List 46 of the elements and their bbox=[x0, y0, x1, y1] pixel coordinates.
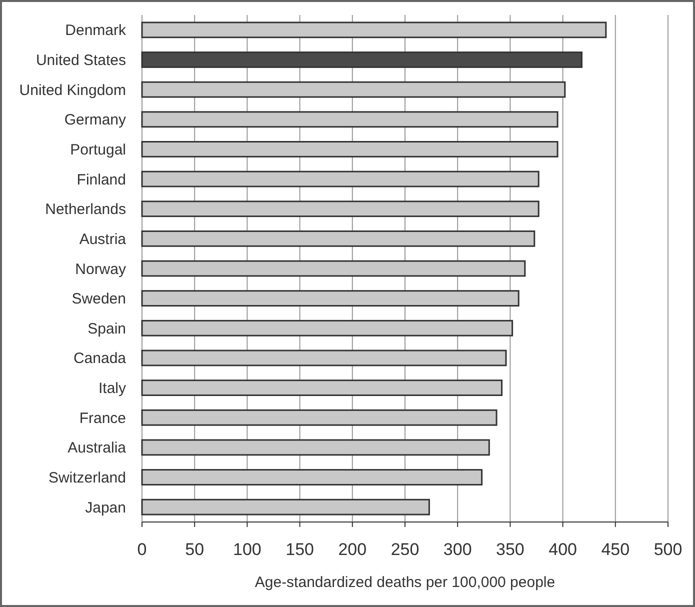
bar bbox=[141, 260, 526, 277]
y-tick-label: Switzerland bbox=[48, 470, 126, 487]
bar bbox=[141, 290, 520, 307]
y-tick-label: Spain bbox=[88, 320, 126, 338]
y-tick-label: United States bbox=[36, 52, 126, 69]
bar bbox=[141, 409, 498, 426]
x-tick-label: 500 bbox=[654, 540, 682, 559]
x-tick-label: 350 bbox=[496, 540, 524, 559]
y-tick-label: Portugal bbox=[70, 141, 126, 158]
x-tick-label: 300 bbox=[443, 540, 472, 559]
bar bbox=[141, 350, 507, 366]
x-tick-label: 250 bbox=[390, 540, 420, 559]
y-tick-label: Austria bbox=[79, 230, 127, 248]
y-tick-label: Germany bbox=[64, 112, 126, 129]
x-tick-label: 400 bbox=[548, 540, 577, 559]
x-tick-label: 50 bbox=[185, 540, 204, 559]
y-tick-label: France bbox=[79, 410, 126, 427]
bar bbox=[141, 81, 566, 98]
y-tick-label: Japan bbox=[85, 499, 126, 516]
bar bbox=[141, 111, 558, 128]
bar bbox=[141, 230, 536, 247]
x-tick-label: 450 bbox=[601, 540, 630, 559]
bar bbox=[141, 52, 582, 68]
x-tick-label: 150 bbox=[286, 540, 314, 559]
y-tick-label: United Kingdom bbox=[19, 82, 126, 99]
y-tick-label: Netherlands bbox=[45, 201, 126, 218]
y-tick-label: Denmark bbox=[65, 22, 126, 40]
bar bbox=[141, 498, 430, 516]
y-tick-label: Norway bbox=[75, 260, 126, 278]
bar bbox=[141, 22, 607, 38]
bar bbox=[141, 469, 483, 486]
x-tick-label: 100 bbox=[233, 540, 262, 559]
bar bbox=[141, 380, 503, 396]
y-tick-label: Sweden bbox=[72, 290, 126, 308]
x-tick-label: 0 bbox=[137, 540, 147, 559]
y-tick-label: Finland bbox=[76, 171, 126, 188]
y-tick-label: Australia bbox=[68, 440, 127, 457]
y-tick-label: Canada bbox=[73, 350, 127, 368]
bar bbox=[141, 320, 514, 336]
bar bbox=[141, 141, 558, 158]
y-tick-label: Italy bbox=[98, 380, 126, 398]
bar bbox=[141, 170, 540, 188]
x-tick-label: 200 bbox=[338, 540, 367, 559]
bar bbox=[141, 439, 490, 456]
x-axis-title: Age-standardized deaths per 100,000 people bbox=[254, 574, 556, 591]
bar bbox=[141, 200, 540, 218]
